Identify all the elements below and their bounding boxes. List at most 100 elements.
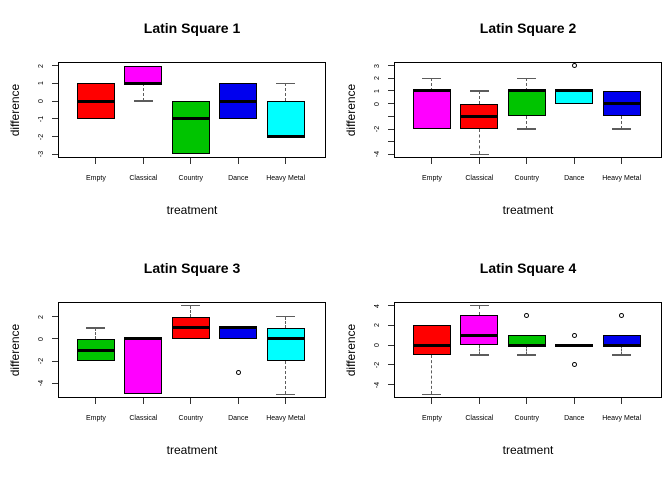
box-iqr (171, 101, 210, 155)
lower-whisker-cap (469, 153, 489, 156)
lower-whisker-line (284, 361, 286, 395)
outlier-point (571, 332, 577, 338)
upper-whisker-cap (422, 77, 442, 79)
upper-whisker-cap (276, 315, 296, 318)
y-tick-label: 0 (374, 343, 381, 347)
x-tick-mark (431, 158, 433, 164)
x-tick-mark (573, 158, 575, 164)
upper-whisker-line (478, 305, 480, 316)
box-iqr (555, 90, 594, 104)
outlier-point (524, 312, 530, 318)
upper-whisker-cap (469, 90, 489, 92)
x-tick-mark (431, 398, 433, 404)
box-iqr (412, 325, 451, 355)
x-category-label: Country (514, 175, 540, 182)
y-tick-mark (388, 128, 394, 130)
y-tick-mark (52, 136, 58, 138)
plot-area: -3 -2 -1 0 1 2 Empty Classical Country Dance Heavy… (0, 0, 336, 240)
x-axis-title: treatment (166, 203, 218, 217)
box-iqr (124, 338, 163, 395)
y-tick-mark (52, 82, 58, 84)
median-line (219, 326, 258, 330)
y-tick-label: 2 (38, 63, 45, 68)
median-line (219, 99, 258, 103)
y-tick-label: -2 (374, 125, 381, 133)
y-tick-label: 3 (374, 63, 381, 68)
median-line (171, 117, 210, 121)
lower-whisker-line (478, 129, 480, 155)
upper-whisker-line (431, 78, 433, 91)
x-tick-mark (142, 158, 144, 164)
x-tick-mark (478, 398, 480, 404)
lower-whisker-cap (612, 354, 632, 356)
y-tick-label: -4 (38, 380, 45, 387)
x-tick-mark (190, 158, 192, 164)
x-tick-mark (237, 398, 239, 404)
x-category-label: Heavy Metal (602, 175, 642, 182)
lower-whisker-line (620, 116, 622, 130)
x-tick-mark (285, 158, 287, 164)
outlier-point (571, 63, 577, 69)
upper-whisker-line (478, 90, 480, 104)
upper-whisker-cap (86, 327, 106, 329)
lower-whisker-cap (517, 128, 537, 130)
x-category-label: Dance (564, 415, 585, 422)
x-tick-mark (285, 398, 287, 404)
panel-latin-square-1: Latin Square 1 difference -3 -2 -1 0 1 2 Empty… (0, 0, 336, 240)
y-tick-mark (52, 153, 58, 155)
panel-latin-square-3: Latin Square 3 difference -4 -2 0 2 Empty Cla… (0, 240, 336, 480)
x-tick-mark (95, 398, 97, 404)
x-tick-mark (573, 398, 575, 404)
y-tick-mark (52, 316, 58, 318)
median-line (460, 114, 499, 118)
box-iqr (266, 101, 305, 137)
x-axis-title: treatment (502, 443, 554, 457)
y-tick-label: 2 (374, 323, 381, 328)
x-tick-mark (95, 158, 97, 164)
upper-whisker-line (284, 316, 286, 328)
median-line (76, 99, 115, 103)
y-tick-mark (388, 103, 394, 105)
x-tick-mark (526, 158, 528, 164)
y-tick-mark (388, 141, 394, 143)
median-line (266, 135, 305, 139)
outlier-point (619, 312, 625, 318)
box-iqr (460, 315, 499, 346)
upper-whisker-line (284, 83, 286, 102)
plot-area: -4 -2 0 2 4 Empty Classical Country Dance Heavy M… (336, 240, 672, 480)
x-tick-mark (237, 158, 239, 164)
lower-whisker-line (620, 345, 622, 355)
x-tick-mark (621, 398, 623, 404)
panel-latin-square-2: Latin Square 2 difference -4 -2 0 1 2 3 Empty C… (336, 0, 672, 240)
chart-title: Latin Square 4 (479, 260, 577, 276)
y-tick-label: -2 (38, 358, 45, 365)
y-tick-mark (388, 90, 394, 92)
median-line (171, 326, 210, 330)
y-tick-label: 0 (38, 336, 45, 341)
y-tick-label: 4 (374, 303, 381, 308)
y-tick-label: -4 (374, 151, 381, 158)
x-tick-mark (621, 158, 623, 164)
x-category-label: Dance (564, 175, 585, 182)
y-tick-mark (52, 360, 58, 362)
median-line (555, 89, 594, 93)
upper-whisker-line (526, 78, 528, 91)
y-tick-mark (388, 153, 394, 155)
x-tick-mark (526, 398, 528, 404)
x-category-label: Empty (422, 175, 442, 182)
x-category-label: Classical (465, 415, 494, 422)
upper-whisker-cap (181, 304, 201, 307)
median-line (602, 102, 641, 106)
lower-whisker-line (478, 345, 480, 355)
lower-whisker-line (142, 83, 144, 102)
y-tick-mark (388, 305, 394, 307)
lower-whisker-line (526, 116, 528, 130)
x-axis-title: treatment (502, 203, 554, 217)
x-tick-mark (142, 398, 144, 404)
upper-whisker-cap (517, 77, 537, 79)
median-line (124, 337, 163, 341)
x-category-label: Heavy Metal (266, 175, 306, 182)
chart-title: Latin Square 1 (143, 20, 241, 36)
box-iqr (266, 327, 305, 362)
